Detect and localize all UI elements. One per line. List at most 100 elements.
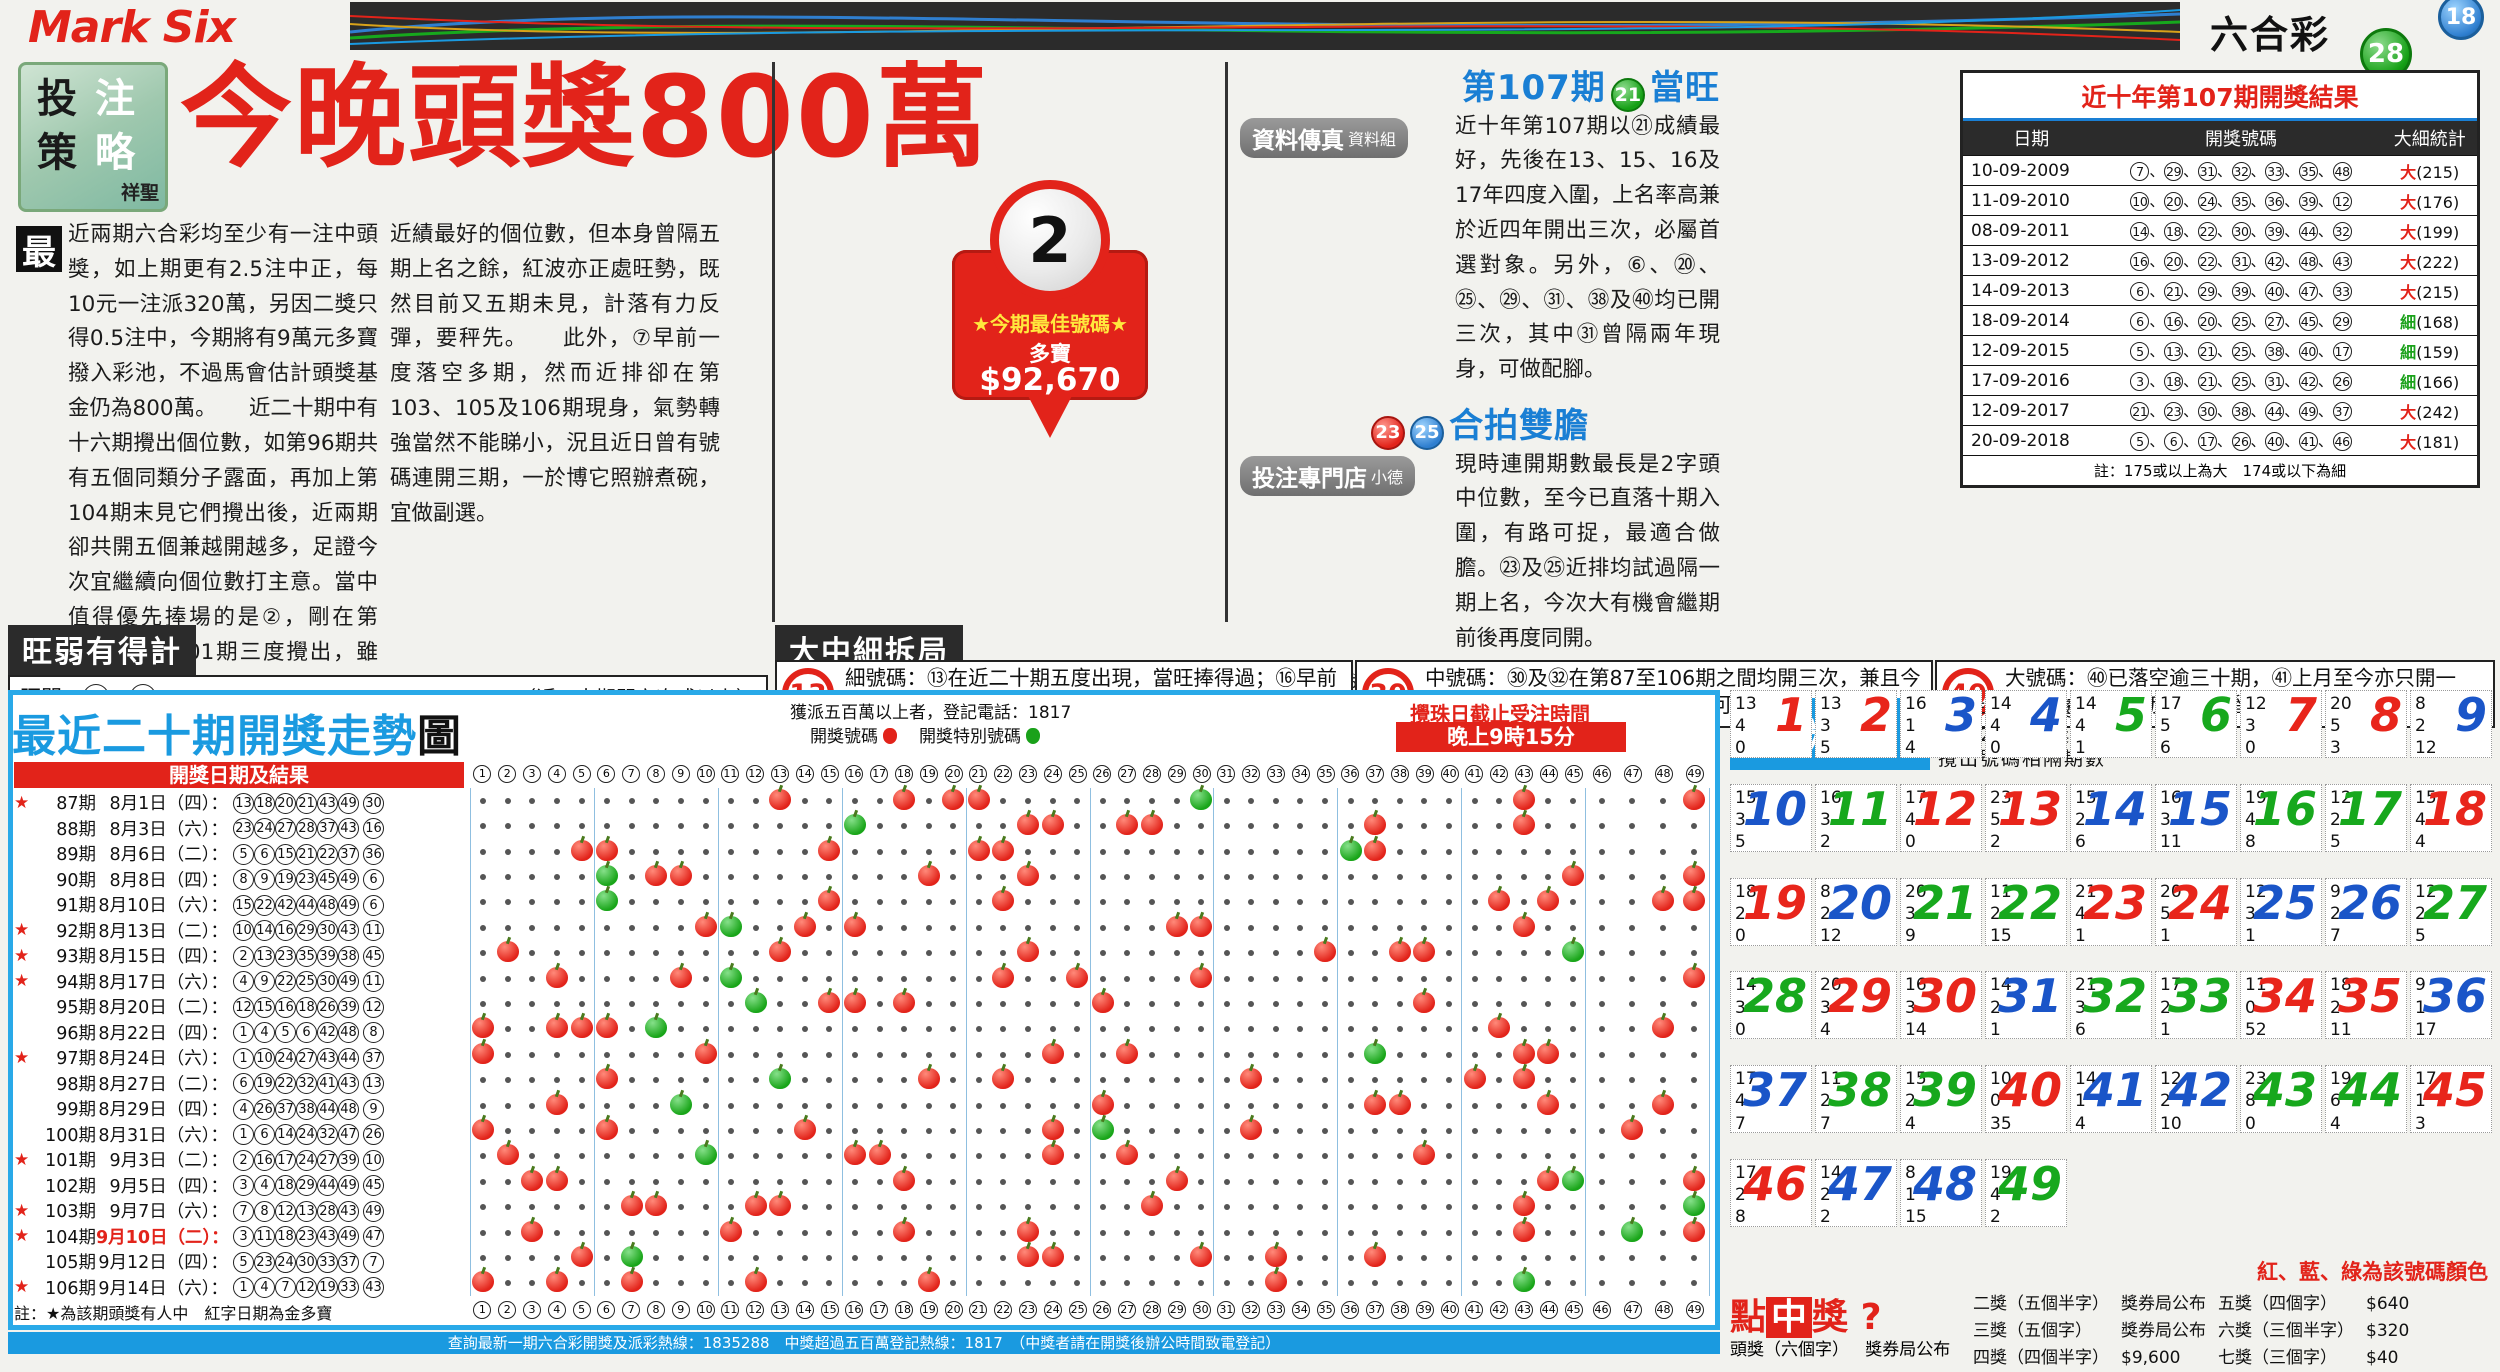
grid-dot (504, 1254, 511, 1261)
grid-dot (529, 1153, 536, 1160)
grid-dot (1598, 1026, 1605, 1033)
grid-dot (578, 823, 585, 830)
database-count-value: 11 (2160, 832, 2182, 853)
table-row: 14-09-2013 6、 21、 29、 39、 40、 47、 33 大(215) (1963, 275, 2477, 306)
result-numbers: 6、 16、 20、 25、 27、 45、 29 (2099, 305, 2383, 336)
draw-ball: 6 (233, 1073, 254, 1095)
grid-dot (1099, 1229, 1106, 1236)
drop-cap: 最 (16, 226, 62, 273)
grid-group (593, 788, 718, 1296)
draw-numbers: 5 6 15 21 22 37 36 (233, 843, 384, 865)
database-counts: 23 8 0 (2245, 1068, 2267, 1134)
best-number-ball: 2 (990, 180, 1110, 300)
grid-header-ball: 39 (1415, 765, 1434, 783)
grid-dot (1074, 873, 1081, 880)
grid-dot (1520, 873, 1527, 880)
table-row: 17-09-2016 3、 18、 21、 25、 31、 42、 26 細(166) (1963, 365, 2477, 396)
grid-dot (925, 1229, 932, 1236)
grid-dot (752, 848, 759, 855)
draw-ball: 2 (233, 945, 254, 967)
grid-dot (529, 1204, 536, 1211)
number-apple-icon (1041, 814, 1064, 838)
grid-dot (677, 1229, 684, 1236)
grid-header-ball: 19 (919, 765, 938, 783)
result-ball: 37 (2332, 402, 2352, 421)
grid-dot (1690, 823, 1697, 830)
list-item: ★ 103期 9月7日（六）： 7 8 12 13 28 43 49 (14, 1198, 466, 1224)
trend-bottom-note: 註：★為該期頭獎有人中 紅字日期為金多寶 (14, 1304, 333, 1323)
grid-dot (1471, 950, 1478, 957)
grid-dot (554, 1204, 561, 1211)
grid-header-ball: 33 (1266, 1301, 1285, 1319)
result-stat: 大(242) (2382, 395, 2477, 426)
grid-dot (1198, 1102, 1205, 1109)
ball-25-icon: 25 (1410, 415, 1444, 450)
database-count-value: 10 (1990, 1069, 2012, 1090)
grid-dot (777, 1051, 784, 1058)
grid-dot (1629, 1000, 1636, 1007)
grid-header-ball: 42 (1490, 1301, 1509, 1319)
grid-number-col-20 (941, 788, 966, 1296)
result-date: 12-09-2017 (1963, 395, 2100, 426)
draw-ball: 6 (296, 1022, 317, 1044)
result-ball: 39 (2298, 192, 2318, 211)
grid-dot (826, 950, 833, 957)
grid-dot (752, 1178, 759, 1185)
database-count-value: 3 (1905, 903, 1916, 924)
grid-group (1461, 788, 1585, 1296)
number-apple-icon (645, 1195, 668, 1219)
grid-dot (1545, 1153, 1552, 1160)
number-apple-icon (917, 864, 940, 889)
draw-ball: 5 (275, 1022, 296, 1044)
database-cell-19: 18 2 0 19 (1730, 877, 1812, 946)
grid-dot (1396, 823, 1403, 830)
grid-dot (826, 823, 833, 830)
database-counts: 16 3 2 (1820, 787, 1842, 853)
trend-grid: 1 2 3 4 5 6 7 8 9 10 11 12 13 14 15 16 17 18 19 20 21 22 23 24 2… (470, 762, 1711, 1322)
draw-ball: 49 (338, 869, 359, 891)
grid-dot (1396, 1127, 1403, 1134)
result-ball: 40 (2298, 342, 2318, 361)
draw-ball: 39 (338, 1149, 359, 1171)
number-apple-icon (1017, 941, 1040, 965)
database-count-value: 17 (1905, 787, 1927, 808)
grid-dot (1223, 823, 1230, 830)
pin-label: ★今期最佳號碼★ (972, 312, 1128, 336)
grid-number-col-46 (1586, 788, 1617, 1296)
database-count-value: 5 (1735, 832, 1746, 853)
grid-header-ball: 18 (894, 765, 913, 783)
grid-dot (1372, 1280, 1379, 1287)
grid-dot (604, 924, 611, 931)
grid-dot (529, 1127, 536, 1134)
number-apple-icon (596, 1068, 619, 1092)
grid-dot (1545, 1000, 1552, 1007)
grid-header-ball: 3 (522, 1301, 541, 1319)
grid-dot (653, 1229, 660, 1236)
database-number: 36 (2422, 969, 2487, 1024)
draw-ball: 22 (275, 971, 296, 993)
grid-dot (777, 1102, 784, 1109)
grid-dot (1248, 1000, 1255, 1007)
grid-dot (1372, 1077, 1379, 1084)
grid-dot (1569, 1077, 1576, 1084)
result-numbers: 21、 23、 30、 38、 44、 49、 37 (2099, 395, 2383, 426)
number-apple-icon (472, 1042, 495, 1067)
grid-dot (578, 1153, 585, 1160)
grid-dot (975, 950, 982, 957)
grid-header-ball: 26 (1093, 1301, 1112, 1319)
ball-21-icon: 21 (1610, 77, 1645, 112)
grid-dot (554, 950, 561, 957)
database-count-value: 17 (2415, 1069, 2437, 1090)
grid-dot (1297, 1051, 1304, 1058)
grid-dot (1659, 1254, 1666, 1261)
draw-numbers: 5 23 24 30 33 37 7 (233, 1251, 384, 1273)
grid-dot (578, 1051, 585, 1058)
grid-dot (702, 797, 709, 804)
grid-header-ball: 22 (994, 765, 1013, 783)
result-ball: 45 (2298, 312, 2318, 331)
grid-col-header: 6 7 8 9 10 (594, 1298, 718, 1322)
grid-dot (1223, 1026, 1230, 1033)
database-count-value: 0 (2245, 738, 2256, 759)
grid-dot (925, 823, 932, 830)
grid-dot (1690, 924, 1697, 931)
